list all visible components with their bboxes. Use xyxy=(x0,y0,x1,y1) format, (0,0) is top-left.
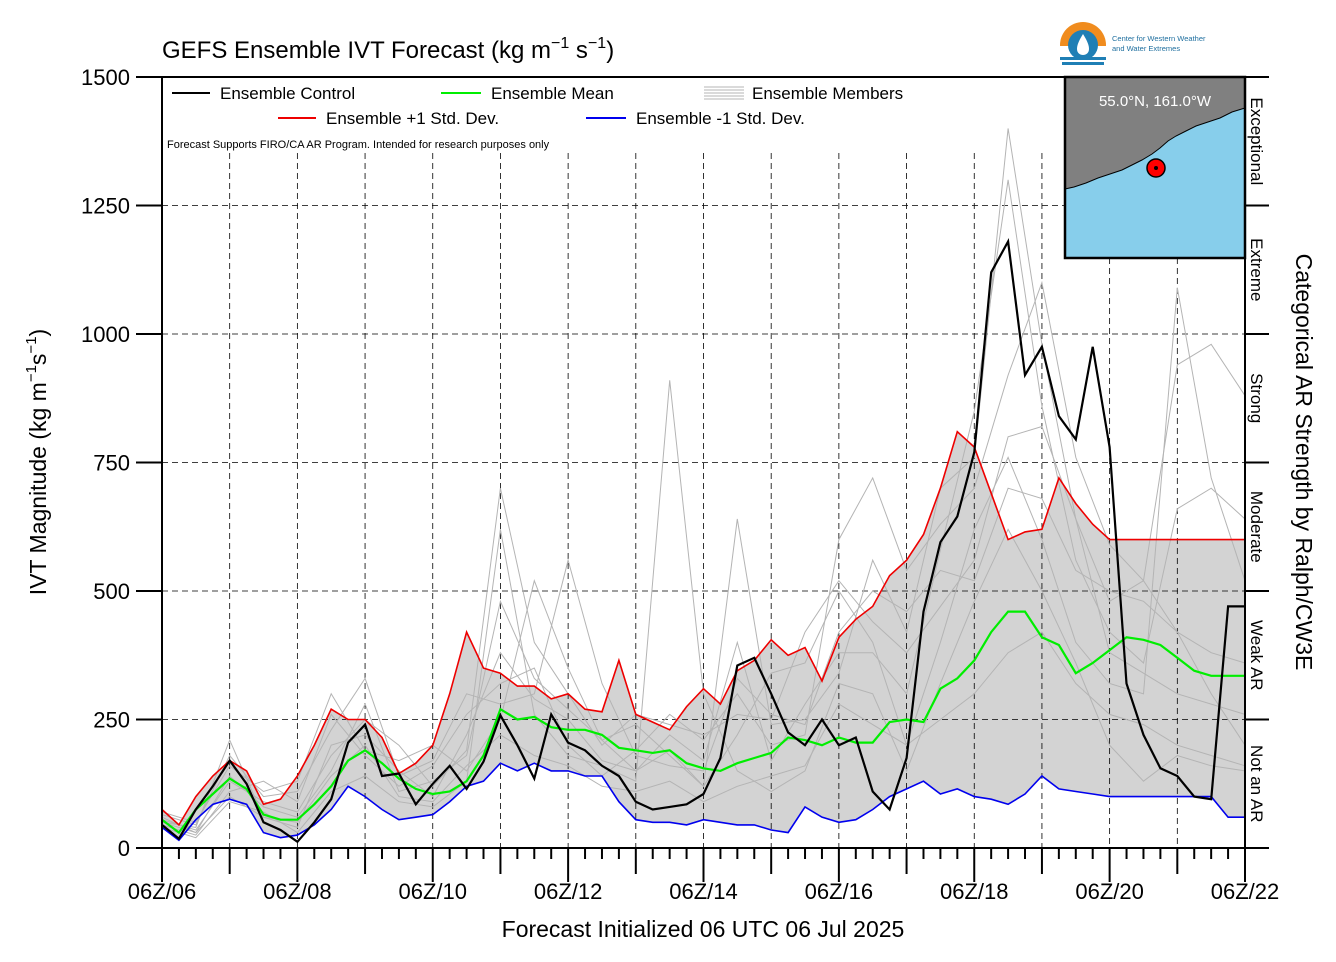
ensemble-member-line xyxy=(161,380,1246,839)
plot-area: 0 250 500 750 1000 1250 1500 Not an AR Weak AR Mo… xyxy=(81,65,1279,904)
x-tick-label: 06Z/20 xyxy=(1075,879,1144,904)
y-label-sup-2: −1 xyxy=(23,336,40,353)
x-tick-label: 06Z/10 xyxy=(399,879,468,904)
y-label-sup-1: −1 xyxy=(23,365,40,382)
category-label: Weak AR xyxy=(1247,620,1266,691)
category-label: Extreme xyxy=(1247,238,1266,301)
title-sup-2: −1 xyxy=(588,35,606,52)
legend-members-swatch xyxy=(704,86,744,100)
right-axis-label: Categorical AR Strength by Ralph/CW3E xyxy=(1291,254,1317,671)
y-tick-label: 1000 xyxy=(81,322,130,347)
y-label-part-1: IVT Magnitude (kg m xyxy=(25,382,51,595)
logo-wave-1 xyxy=(1060,57,1106,60)
category-label: Strong xyxy=(1247,373,1266,423)
location-marker-center xyxy=(1154,166,1158,170)
y-tick-label: 750 xyxy=(93,451,130,476)
ensemble-member-line xyxy=(161,631,1246,834)
chart-title: GEFS Ensemble IVT Forecast (kg m−1 s−1) xyxy=(162,35,614,64)
inset-map: 55.0°N, 161.0°W xyxy=(1063,75,1247,260)
plus-std-dev-line xyxy=(161,430,1245,827)
legend-members-label: Ensemble Members xyxy=(752,84,903,103)
category-label: Not an AR xyxy=(1247,745,1266,823)
x-tick-label: 06Z/14 xyxy=(669,879,738,904)
title-part-2: s xyxy=(569,37,588,64)
ensemble-member-line xyxy=(161,179,1246,829)
y-label-part-2: s xyxy=(25,354,51,366)
inset-land xyxy=(1064,76,1246,190)
ensemble-member-line xyxy=(161,425,1246,831)
ensemble-mean-line xyxy=(161,610,1245,835)
inset-location-label: 55.0°N, 161.0°W xyxy=(1099,93,1212,110)
x-tick-label: 06Z/08 xyxy=(263,879,332,904)
category-label: Exceptional xyxy=(1247,97,1266,185)
y-tick-label: 1250 xyxy=(81,194,130,219)
legend-control-label: Ensemble Control xyxy=(220,84,355,103)
water-drop-icon xyxy=(1077,34,1089,55)
y-axis-label: IVT Magnitude (kg m−1s−1) xyxy=(23,329,51,595)
x-tick-label: 06Z/06 xyxy=(128,879,197,904)
title-part-3: ) xyxy=(606,37,614,64)
ensemble-control-line xyxy=(161,237,1245,844)
logo-wave-2 xyxy=(1062,62,1104,65)
ensemble-member-line xyxy=(161,280,1246,836)
logo-text-line-1: Center for Western Weather xyxy=(1112,34,1206,43)
cw3e-logo: Center for Western Weather and Water Ext… xyxy=(1060,22,1206,68)
x-tick-label: 06Z/18 xyxy=(940,879,1009,904)
inset-frame xyxy=(1063,75,1247,260)
x-tick-label: 06Z/12 xyxy=(534,879,603,904)
x-tick-label: 06Z/16 xyxy=(805,879,874,904)
legend-mean-label: Ensemble Mean xyxy=(491,84,614,103)
x-axis-label: Forecast Initialized 06 UTC 06 Jul 2025 xyxy=(502,916,905,942)
y-tick-label: 500 xyxy=(93,579,130,604)
title-sup-1: −1 xyxy=(551,35,569,52)
y-tick-label: 0 xyxy=(118,836,130,861)
disclaimer-text: Forecast Supports FIRO/CA AR Program. In… xyxy=(167,139,550,151)
y-tick-label: 250 xyxy=(93,708,130,733)
legend-minus-sd-label: Ensemble -1 Std. Dev. xyxy=(636,109,805,128)
ensemble-member-line xyxy=(161,487,1246,826)
category-label: Moderate xyxy=(1247,491,1266,563)
y-tick-label: 1500 xyxy=(81,65,130,90)
legend: Ensemble Control Ensemble Mean Ensemble … xyxy=(167,84,903,151)
minus-std-dev-line xyxy=(161,762,1245,842)
x-tick-label: 06Z/22 xyxy=(1211,879,1280,904)
legend-plus-sd-label: Ensemble +1 Std. Dev. xyxy=(326,109,499,128)
y-label-part-3: ) xyxy=(25,329,51,337)
logo-text-line-2: and Water Extremes xyxy=(1112,44,1180,53)
title-part-1: GEFS Ensemble IVT Forecast (kg m xyxy=(162,37,551,64)
